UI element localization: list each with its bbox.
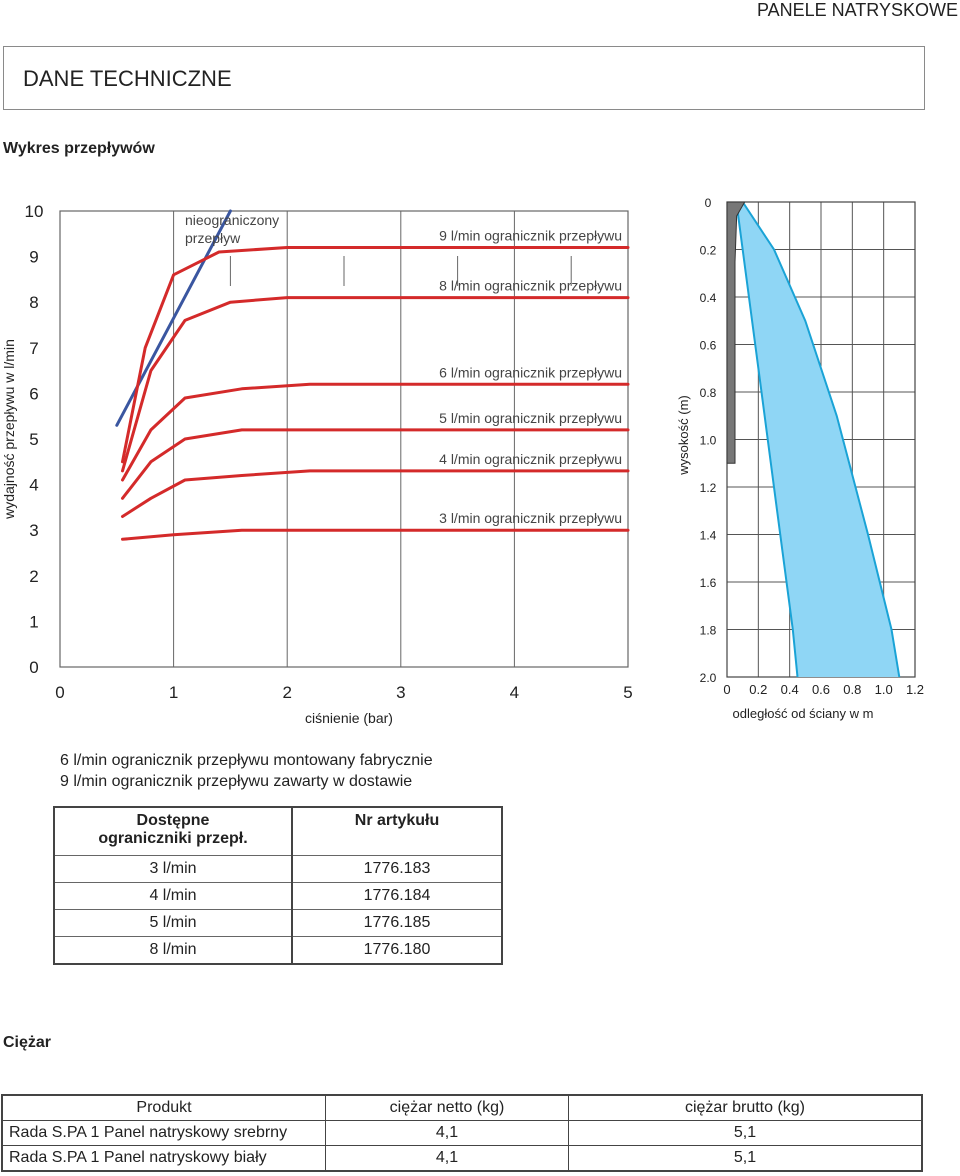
restrictor-row: 8 l/min 1776.180 (54, 935, 502, 964)
spray-x-tick-label: 0.8 (843, 682, 861, 697)
spray-y-tick-label: 1.0 (700, 434, 717, 448)
flow-y-tick-label: 0 (29, 658, 38, 677)
spray-fan-area (736, 202, 900, 677)
flow-series-label: 5 l/min ogranicznik przepływu (439, 410, 622, 426)
spray-x-tick-label: 0.2 (749, 682, 767, 697)
weight-header-net: ciężar netto (kg) (325, 1094, 569, 1121)
section-title-box: DANE TECHNICZNE (3, 46, 925, 110)
spray-y-tick-label: 0 (705, 196, 712, 210)
spray-y-tick-label: 0.2 (700, 244, 717, 258)
flow-series-line (121, 296, 630, 473)
restrictor-header-flow-line2: ograniczniki przepł. (98, 830, 248, 847)
flow-x-tick-label: 1 (169, 683, 178, 702)
restrictor-article: 1776.185 (292, 908, 502, 936)
flow-series-line (121, 528, 630, 541)
restrictor-article: 1776.180 (292, 935, 502, 964)
spray-x-tick-label: 0 (723, 682, 730, 697)
flow-series-line (121, 428, 630, 500)
flow-series-label: 3 l/min ogranicznik przepływu (439, 510, 622, 526)
note-included-restrictor: 9 l/min ogranicznik przepływu zawarty w … (60, 773, 413, 790)
restrictor-article: 1776.183 (292, 854, 502, 882)
flow-x-tick-label: 2 (282, 683, 291, 702)
weight-product: Rada S.PA 1 Panel natryskowy srebrny (1, 1120, 326, 1146)
flow-y-tick-label: 4 (29, 476, 38, 495)
flow-series-label: 9 l/min ogranicznik przepływu (439, 227, 622, 243)
restrictor-flow: 3 l/min (54, 854, 293, 882)
weight-table: Produkt ciężar netto (kg) ciężar brutto … (1, 1094, 923, 1172)
spray-y-tick-label: 2.0 (700, 671, 717, 685)
restrictor-row: 5 l/min 1776.185 (54, 908, 502, 936)
spray-y-tick-label: 0.8 (700, 386, 717, 400)
flow-x-tick-label: 4 (510, 683, 519, 702)
flow-y-tick-label: 9 (29, 248, 38, 267)
flow-plot-frame (59, 210, 629, 668)
flow-series-label-unlimited: nieograniczony (185, 212, 279, 228)
spray-y-tick-label: 0.6 (700, 339, 717, 353)
shower-panel-shape (726, 201, 746, 464)
spray-x-tick-label: 0.4 (781, 682, 799, 697)
flow-series-line (121, 382, 630, 482)
flow-chart: 0 1 2 3 4 5 0 1 2 3 4 5 6 7 8 9 10 ciśnienie (bar) wydajno… (1, 202, 633, 726)
section-title: DANE TECHNICZNE (23, 66, 232, 91)
flow-y-tick-label: 8 (29, 293, 38, 312)
spray-chart: 0 0.2 0.4 0.6 0.8 1.0 1.2 0 0.2 0.4 0.6 0.8 1.0 1.2 1.… (676, 196, 924, 721)
spray-y-tick-label: 1.4 (700, 529, 717, 543)
flow-y-tick-label: 1 (29, 612, 38, 631)
spray-outer-edge (741, 201, 901, 678)
restrictor-table: Dostępne ograniczniki przepł. Nr artykuł… (53, 806, 503, 965)
weight-header-gross: ciężar brutto (kg) (568, 1094, 923, 1121)
weight-gross: 5,1 (568, 1120, 923, 1146)
flow-y-tick-label: 3 (29, 521, 38, 540)
flow-series-line (121, 246, 630, 464)
restrictor-header-flow-line1: Dostępne (136, 812, 210, 829)
flow-y-tick-label: 5 (29, 430, 38, 449)
flow-series-label: 8 l/min ogranicznik przepływu (439, 278, 622, 294)
flow-series-label: 4 l/min ogranicznik przepływu (439, 451, 622, 467)
flow-y-axis-label: wydajność przepływu w l/min (1, 339, 17, 520)
restrictor-article: 1776.184 (292, 881, 502, 909)
spray-y-tick-label: 1.6 (700, 576, 717, 590)
weight-product: Rada S.PA 1 Panel natryskowy biały (1, 1145, 326, 1172)
spray-y-tick-label: 1.2 (700, 481, 717, 495)
spray-x-tick-label: 0.6 (812, 682, 830, 697)
weight-row: Rada S.PA 1 Panel natryskowy biały 4,1 5,1 (1, 1145, 923, 1172)
weight-gross: 5,1 (568, 1145, 923, 1172)
spray-y-axis-label: wysokość (m) (676, 395, 691, 475)
page-brand-header: PANELE NATRYSKOWE (756, 0, 958, 20)
spray-y-tick-label: 0.4 (700, 291, 717, 305)
spray-x-axis-label: odległość od ściany w m (733, 706, 874, 721)
flow-x-tick-label: 0 (55, 683, 64, 702)
weight-heading: Ciężar (3, 1034, 52, 1051)
spray-inner-edge (735, 201, 799, 678)
weight-net: 4,1 (325, 1120, 569, 1146)
flow-y-tick-label: 6 (29, 384, 38, 403)
flow-x-tick-label: 3 (396, 683, 405, 702)
restrictor-row: 4 l/min 1776.184 (54, 881, 502, 909)
restrictor-flow: 5 l/min (54, 908, 293, 936)
flow-series-label-unlimited: przepływ (185, 230, 241, 246)
note-factory-restrictor: 6 l/min ogranicznik przepływu montowany … (60, 752, 433, 769)
flow-chart-heading: Wykres przepływów (3, 140, 155, 157)
flow-y-tick-label: 10 (25, 202, 44, 221)
flow-series-line (121, 469, 630, 518)
flow-y-tick-label: 2 (29, 567, 38, 586)
restrictor-header-article: Nr artykułu (354, 812, 440, 829)
flow-y-tick-label: 7 (29, 339, 38, 358)
flow-series-label: 6 l/min ogranicznik przepływu (439, 364, 622, 380)
flow-x-axis-label: ciśnienie (bar) (305, 710, 393, 726)
restrictor-header-flow: Dostępne ograniczniki przepł. (54, 807, 293, 855)
restrictor-flow: 8 l/min (54, 935, 293, 964)
weight-row: Rada S.PA 1 Panel natryskowy srebrny 4,1 5… (1, 1120, 923, 1146)
weight-net: 4,1 (325, 1145, 569, 1172)
restrictor-row: 3 l/min 1776.183 (54, 854, 502, 882)
spray-x-tick-label: 1.0 (875, 682, 893, 697)
restrictor-flow: 4 l/min (54, 881, 293, 909)
flow-x-tick-label: 5 (623, 683, 632, 702)
weight-header-product: Produkt (1, 1094, 326, 1121)
spray-x-tick-label: 1.2 (906, 682, 924, 697)
spray-y-tick-label: 1.8 (700, 624, 717, 638)
